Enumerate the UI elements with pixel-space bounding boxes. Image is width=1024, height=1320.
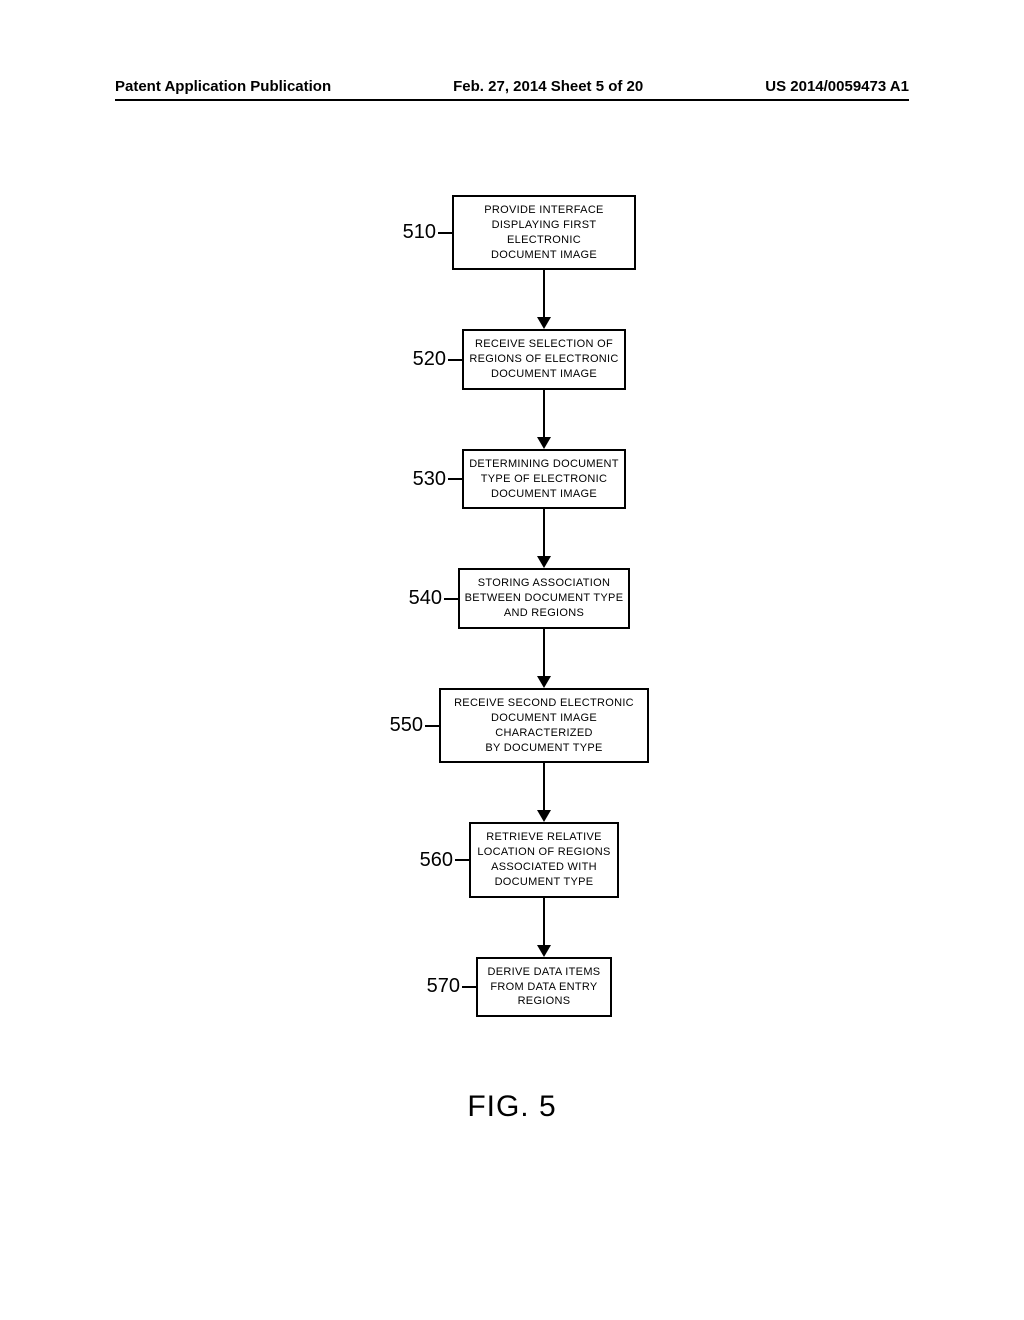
- flow-step-520: 520 RECEIVE SELECTION OFREGIONS OF ELECTR…: [398, 329, 626, 390]
- arrow-head-icon: [537, 810, 551, 822]
- flow-step-550: 550 RECEIVE SECOND ELECTRONICDOCUMENT IMA…: [375, 688, 649, 763]
- label-connector: [438, 232, 452, 234]
- flow-step-540: 540 STORING ASSOCIATIONBETWEEN DOCUMENT T…: [394, 568, 630, 629]
- step-label: 520: [398, 348, 446, 371]
- flow-step-570: 570 DERIVE DATA ITEMSFROM DATA ENTRYREGIO…: [412, 957, 612, 1018]
- step-label: 530: [398, 468, 446, 491]
- step-label: 560: [405, 849, 453, 872]
- arrow-shaft: [543, 509, 545, 557]
- arrow-head-icon: [537, 556, 551, 568]
- flow-arrow: [537, 763, 551, 822]
- step-label: 540: [394, 587, 442, 610]
- label-connector: [462, 986, 476, 988]
- arrow-head-icon: [537, 317, 551, 329]
- label-connector: [444, 598, 458, 600]
- flow-step-510: 510 PROVIDE INTERFACEDISPLAYING FIRST ELE…: [388, 195, 636, 270]
- label-connector: [455, 859, 469, 861]
- figure-caption: FIG. 5: [0, 1090, 1024, 1124]
- arrow-head-icon: [537, 945, 551, 957]
- page-header: Patent Application Publication Feb. 27, …: [115, 78, 909, 95]
- arrow-shaft: [543, 763, 545, 811]
- flow-box: DETERMINING DOCUMENTTYPE OF ELECTRONICDO…: [462, 449, 626, 510]
- flow-arrow: [537, 509, 551, 568]
- flow-step-560: 560 RETRIEVE RELATIVELOCATION OF REGIONSA…: [405, 822, 619, 897]
- flow-arrow: [537, 629, 551, 688]
- flow-box: STORING ASSOCIATIONBETWEEN DOCUMENT TYPE…: [458, 568, 630, 629]
- header-right: US 2014/0059473 A1: [765, 78, 909, 95]
- flow-arrow: [537, 390, 551, 449]
- arrow-head-icon: [537, 437, 551, 449]
- arrow-shaft: [543, 629, 545, 677]
- flow-box: RECEIVE SECOND ELECTRONICDOCUMENT IMAGE …: [439, 688, 649, 763]
- label-connector: [425, 725, 439, 727]
- step-label: 510: [388, 221, 436, 244]
- arrow-head-icon: [537, 676, 551, 688]
- flow-step-530: 530 DETERMINING DOCUMENTTYPE OF ELECTRONI…: [398, 449, 626, 510]
- arrow-shaft: [543, 390, 545, 438]
- header-rule: [115, 99, 909, 101]
- flow-arrow: [537, 898, 551, 957]
- flowchart: 510 PROVIDE INTERFACEDISPLAYING FIRST ELE…: [0, 195, 1024, 1017]
- flow-arrow: [537, 270, 551, 329]
- flow-box: RECEIVE SELECTION OFREGIONS OF ELECTRONI…: [462, 329, 626, 390]
- flow-box: PROVIDE INTERFACEDISPLAYING FIRST ELECTR…: [452, 195, 636, 270]
- arrow-shaft: [543, 898, 545, 946]
- step-label: 570: [412, 975, 460, 998]
- label-connector: [448, 478, 462, 480]
- step-label: 550: [375, 714, 423, 737]
- header-left: Patent Application Publication: [115, 78, 331, 95]
- header-center: Feb. 27, 2014 Sheet 5 of 20: [453, 78, 643, 95]
- label-connector: [448, 359, 462, 361]
- arrow-shaft: [543, 270, 545, 318]
- flow-box: DERIVE DATA ITEMSFROM DATA ENTRYREGIONS: [476, 957, 612, 1018]
- flow-box: RETRIEVE RELATIVELOCATION OF REGIONSASSO…: [469, 822, 619, 897]
